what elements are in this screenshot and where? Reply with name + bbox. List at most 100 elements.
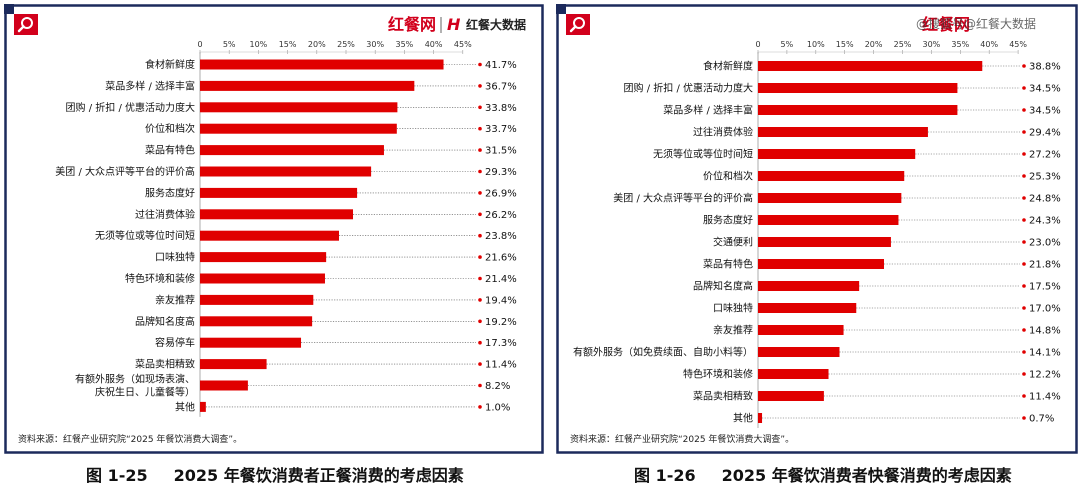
value-dot (478, 405, 482, 409)
value-label: 11.4% (485, 360, 517, 371)
value-dot (478, 298, 482, 302)
chart-panel-dine-in: 红餐网 H 红餐大数据 0 5% 10% 15% 20% 25% 30% 35% 40% 45% 食材新鲜… (4, 4, 544, 454)
value-label: 31.5% (485, 146, 517, 157)
bar (200, 166, 372, 177)
chart-fast-food: 红餐网@搜狐号@红餐大数据 0 5% 10% 15% 20% 25% 30% 35% 40% 45%… (556, 4, 1078, 454)
category-label: 食材新鲜度 (703, 60, 753, 73)
value-dot (1022, 394, 1026, 398)
category-label: 品牌知名度高 (135, 315, 195, 328)
value-label: 21.8% (1029, 260, 1061, 271)
x-tick-label: 20% (308, 40, 326, 49)
bar (758, 347, 840, 357)
search-icon-handle (569, 25, 577, 33)
bar (200, 145, 384, 156)
value-label: 14.1% (1029, 348, 1061, 359)
value-label: 21.6% (485, 253, 517, 264)
value-dot (1022, 86, 1026, 90)
bar (200, 80, 415, 91)
value-dot (1022, 130, 1026, 134)
figure-title: 2025 年餐饮消费者正餐消费的考虑因素 (173, 466, 464, 485)
value-dot (1022, 262, 1026, 266)
value-label: 8.2% (485, 381, 510, 392)
bar (758, 413, 763, 423)
x-tick-label: 25% (894, 40, 912, 49)
value-dot (478, 383, 482, 388)
value-label: 27.2% (1029, 150, 1061, 161)
value-label: 17.5% (1029, 282, 1061, 293)
bar (758, 369, 829, 379)
category-label: 有额外服务（如免费续面、自助小料等） (573, 346, 753, 359)
value-label: 14.8% (1029, 326, 1061, 337)
chart-frame (556, 4, 1078, 454)
figure-title: 2025 年餐饮消费者快餐消费的考虑因素 (721, 466, 1012, 485)
value-dot (1022, 416, 1026, 420)
bar (200, 59, 444, 70)
watermark-text: @搜狐号@红餐大数据 (916, 16, 1036, 31)
value-dot (1022, 196, 1026, 200)
x-tick-label: 40% (425, 40, 443, 49)
category-label: 菜品多样 / 选择丰富 (105, 79, 195, 92)
category-label: 亲友推荐 (155, 293, 195, 306)
bar (200, 123, 397, 134)
value-dot (1022, 108, 1026, 112)
value-dot (1022, 350, 1026, 354)
value-label: 23.8% (485, 231, 517, 242)
category-label: 品牌知名度高 (693, 280, 753, 293)
bar (758, 127, 928, 137)
bar (200, 102, 398, 113)
value-dot (478, 212, 482, 217)
value-label: 0.7% (1029, 414, 1054, 425)
value-label: 19.4% (485, 295, 517, 306)
value-label: 41.7% (485, 60, 517, 71)
brand-logo-text: 红餐网 (388, 15, 436, 34)
value-dot (1022, 284, 1026, 288)
figure-caption-1: 图 1-25 2025 年餐饮消费者正餐消费的考虑因素 (86, 462, 464, 486)
source-note: 资料来源：红餐产业研究院“2025 年餐饮消费大调查”。 (570, 433, 794, 445)
category-label: 价位和档次 (145, 122, 195, 135)
chart-frame (4, 4, 544, 454)
x-tick-label: 45% (454, 40, 472, 49)
bar (758, 215, 899, 225)
bar (758, 193, 902, 203)
value-label: 29.3% (485, 167, 517, 178)
bar (758, 105, 958, 115)
bar (758, 391, 824, 401)
value-label: 26.2% (485, 210, 517, 221)
x-tick-label: 5% (781, 40, 794, 49)
value-dot (1022, 240, 1026, 244)
chart-panel-fast-food: 红餐网 @搜狐号@红餐大数据 0 5% 10% 15% 20% 25% 30% 35% 40% 45%… (556, 4, 1080, 454)
category-label: 无须等位或等位时间短 (653, 148, 753, 161)
bar (200, 316, 313, 327)
category-label: 美团 / 大众点评等平台的评价高 (613, 192, 753, 205)
value-label: 17.0% (1029, 304, 1061, 315)
category-label: 特色环境和装修 (683, 368, 753, 381)
value-dot (478, 105, 482, 110)
bar (758, 281, 860, 291)
search-icon (573, 17, 585, 29)
value-dot (478, 319, 482, 324)
value-dot (478, 276, 482, 281)
category-label: 美团 / 大众点评等平台的评价高 (55, 165, 195, 178)
x-tick-label: 0 (755, 40, 760, 49)
value-dot (478, 191, 482, 195)
value-dot (478, 233, 482, 238)
bar (200, 252, 327, 263)
x-tick-label: 15% (279, 40, 297, 49)
value-dot (1022, 152, 1026, 156)
x-tick-label: 0 (197, 40, 202, 49)
brand-logo-text: 红餐网 (922, 15, 970, 34)
value-label: 36.7% (485, 81, 517, 92)
value-label: 29.4% (1029, 128, 1061, 139)
bar (200, 230, 339, 241)
bar (758, 171, 905, 181)
x-tick-label: 10% (250, 40, 268, 49)
value-label: 24.8% (1029, 194, 1061, 205)
value-label: 21.4% (485, 274, 517, 285)
chart-dine-in: 红餐网 H 红餐大数据 0 5% 10% 15% 20% 25% 30% 35% 40% 45% 食材新鲜… (4, 4, 544, 454)
x-tick-label: 45% (1009, 40, 1027, 49)
value-label: 19.2% (485, 317, 517, 328)
value-label: 33.7% (485, 124, 517, 135)
category-label: 菜品有特色 (145, 144, 195, 157)
x-tick-label: 30% (923, 40, 941, 49)
category-label: 过往消费体验 (693, 126, 753, 139)
